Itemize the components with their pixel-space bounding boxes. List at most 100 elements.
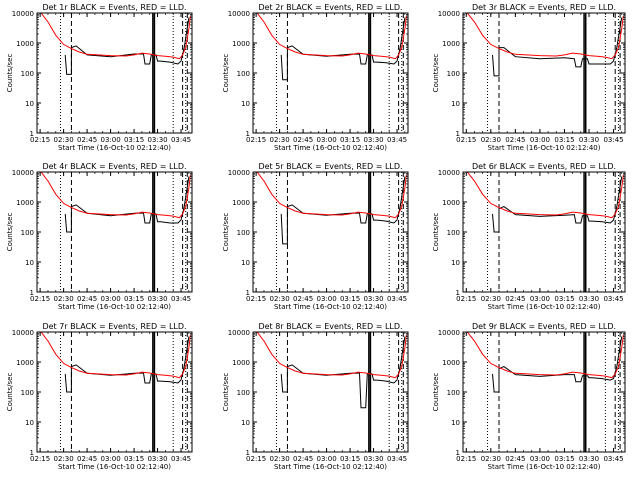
x-tick-label: 03:15 [554, 455, 574, 463]
x-tick-label: 02:30 [481, 136, 501, 144]
x-axis-label: Start Time (16-Oct-10 02:12:40) [274, 144, 387, 152]
series-line-red [466, 332, 624, 379]
x-axis-label: Start Time (16-Oct-10 02:12:40) [488, 303, 601, 311]
x-tick-label: 03:00 [100, 455, 120, 463]
series-line-red [256, 332, 407, 379]
chart-panel-5: Det 5r BLACK = Events, RED = LLD. 1 10 100 1… [222, 162, 409, 311]
x-axis-label: Start Time (16-Oct-10 02:12:40) [58, 303, 171, 311]
y-tick-label: 10 [25, 259, 34, 267]
series-group [466, 13, 624, 77]
y-tick-label: 10000 [228, 169, 250, 177]
y-tick-label: 1000 [16, 359, 34, 367]
y-axis-label: Counts/sec [6, 373, 14, 412]
y-tick-label: 1 [30, 289, 34, 297]
marker-lines [487, 172, 621, 292]
x-tick-label: 02:45 [505, 455, 525, 463]
x-tick-label: 03:00 [316, 136, 336, 144]
x-tick-label: 02:15 [30, 295, 50, 303]
y-tick-label: 100 [21, 70, 34, 78]
y-tick-label: 1000 [442, 199, 460, 207]
x-tick-label: 03:00 [530, 295, 550, 303]
y-tick-label: 1000 [232, 199, 250, 207]
chart-panel-4: Det 4r BLACK = Events, RED = LLD. 1 10 100 1… [6, 162, 193, 311]
x-tick-label: 03:45 [387, 455, 407, 463]
x-tick-label: 03:30 [147, 295, 167, 303]
x-tick-label: 03:45 [603, 455, 623, 463]
x-tick-label: 03:15 [340, 136, 360, 144]
y-axis-label: Counts/sec [222, 54, 230, 93]
x-tick-label: 03:15 [340, 295, 360, 303]
series-line-red [466, 172, 624, 219]
x-tick-label: 03:30 [363, 455, 383, 463]
x-tick-label: 02:15 [30, 136, 50, 144]
series-line-red [40, 13, 191, 60]
y-tick-label: 1000 [232, 40, 250, 48]
y-tick-label: 100 [237, 389, 250, 397]
y-tick-label: 1000 [232, 359, 250, 367]
x-tick-label: 03:30 [147, 455, 167, 463]
x-tick-label: 03:45 [603, 136, 623, 144]
series-group [256, 13, 407, 81]
y-tick-label: 10 [241, 259, 250, 267]
x-tick-label: 03:15 [554, 136, 574, 144]
x-tick-label: 02:15 [456, 455, 476, 463]
y-tick-label: 10 [451, 259, 460, 267]
y-tick-label: 10 [451, 100, 460, 108]
y-axis-label: Counts/sec [432, 373, 440, 412]
y-tick-label: 1000 [16, 199, 34, 207]
series-line-red [256, 13, 407, 60]
x-axis-label: Start Time (16-Oct-10 02:12:40) [58, 463, 171, 471]
x-tick-label: 03:30 [363, 136, 383, 144]
series-line-black [492, 176, 623, 233]
x-tick-label: 02:30 [270, 295, 290, 303]
y-tick-label: 10 [25, 100, 34, 108]
x-tick-label: 02:15 [30, 455, 50, 463]
y-tick-label: 1 [456, 449, 460, 457]
y-axis-label: Counts/sec [432, 213, 440, 252]
chart-title: Det 2r BLACK = Events, RED = LLD. [258, 3, 402, 12]
series-line-black [492, 336, 623, 393]
y-tick-label: 10000 [12, 329, 34, 337]
y-tick-label: 10000 [12, 169, 34, 177]
x-tick-label: 02:15 [246, 295, 266, 303]
x-tick-label: 02:15 [246, 136, 266, 144]
y-tick-label: 10000 [228, 10, 250, 18]
x-tick-label: 02:30 [270, 455, 290, 463]
series-line-red [466, 13, 624, 60]
series-line-black [280, 176, 406, 245]
x-tick-label: 03:00 [530, 136, 550, 144]
x-tick-label: 02:30 [481, 455, 501, 463]
y-tick-label: 1 [30, 449, 34, 457]
chart-title: Det 1r BLACK = Events, RED = LLD. [42, 3, 186, 12]
x-axis-label: Start Time (16-Oct-10 02:12:40) [274, 303, 387, 311]
y-axis-label: Counts/sec [222, 373, 230, 412]
x-tick-label: 03:30 [363, 295, 383, 303]
x-tick-label: 02:30 [54, 136, 74, 144]
series-group [256, 172, 407, 245]
marker-lines [275, 172, 404, 292]
x-tick-label: 03:15 [554, 295, 574, 303]
y-tick-label: 1 [246, 289, 250, 297]
x-tick-label: 03:15 [340, 455, 360, 463]
y-tick-label: 10 [241, 419, 250, 427]
marker-lines [275, 332, 404, 452]
x-tick-label: 02:15 [246, 455, 266, 463]
x-tick-label: 03:30 [579, 295, 599, 303]
y-tick-label: 100 [447, 70, 460, 78]
series-line-black [280, 336, 406, 409]
chart-title: Det 3r BLACK = Events, RED = LLD. [472, 3, 616, 12]
chart-title: Det 9r BLACK = Events, RED = LLD. [472, 322, 616, 331]
series-group [466, 172, 624, 233]
x-tick-label: 03:00 [530, 455, 550, 463]
x-axis-label: Start Time (16-Oct-10 02:12:40) [58, 144, 171, 152]
x-tick-label: 02:45 [77, 136, 97, 144]
marker-lines [59, 13, 188, 133]
y-tick-label: 1 [246, 130, 250, 138]
series-line-red [40, 332, 191, 379]
series-group [40, 13, 191, 75]
y-tick-label: 10000 [12, 10, 34, 18]
y-tick-label: 100 [447, 229, 460, 237]
x-tick-label: 03:45 [603, 295, 623, 303]
x-tick-label: 02:45 [505, 136, 525, 144]
y-tick-label: 10000 [438, 329, 460, 337]
